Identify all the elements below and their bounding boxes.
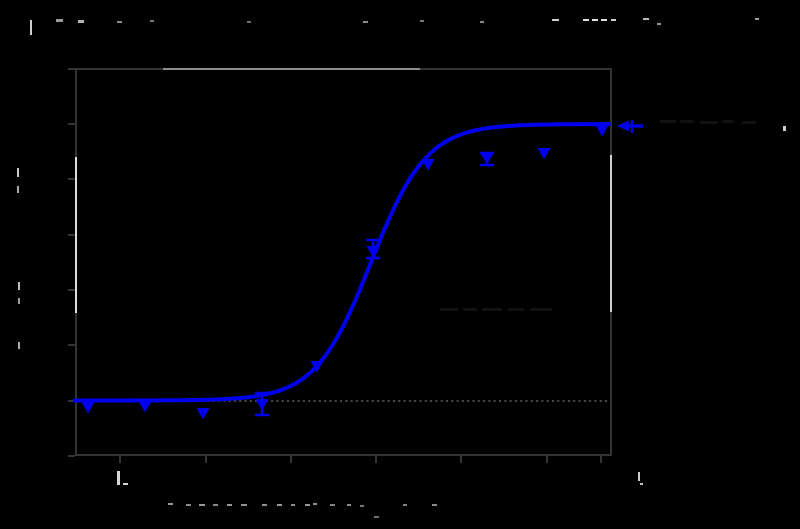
text-fragment bbox=[17, 168, 19, 177]
text-fragment bbox=[432, 504, 437, 506]
text-fragment bbox=[360, 505, 364, 507]
text-fragment bbox=[199, 504, 205, 506]
data-point-marker bbox=[255, 399, 269, 411]
text-fragment bbox=[482, 308, 502, 311]
text-fragment bbox=[638, 472, 640, 481]
text-fragment bbox=[150, 20, 154, 22]
text-fragment bbox=[347, 504, 351, 506]
text-fragment bbox=[403, 504, 407, 506]
text-fragment bbox=[700, 121, 718, 124]
text-fragment bbox=[742, 121, 756, 124]
text-fragment bbox=[117, 471, 120, 485]
text-fragment bbox=[722, 120, 734, 123]
text-fragment bbox=[262, 504, 267, 506]
text-fragment bbox=[18, 282, 20, 290]
text-fragment bbox=[186, 504, 191, 506]
text-fragment bbox=[755, 18, 759, 20]
text-fragment bbox=[227, 504, 232, 506]
text-fragment bbox=[56, 19, 63, 22]
data-point-marker bbox=[537, 148, 551, 160]
data-point-marker bbox=[81, 402, 95, 414]
text-fragment bbox=[611, 19, 616, 21]
text-fragment bbox=[463, 308, 477, 311]
data-point-marker bbox=[366, 246, 380, 258]
text-fragment bbox=[78, 20, 84, 23]
data-point-marker bbox=[196, 408, 210, 420]
plateau-arrow-head bbox=[617, 120, 629, 132]
text-fragment bbox=[277, 504, 282, 506]
text-fragment bbox=[643, 18, 649, 20]
text-fragment bbox=[30, 20, 32, 35]
text-fragment bbox=[291, 504, 295, 506]
text-fragment bbox=[592, 19, 598, 21]
text-fragment bbox=[117, 21, 122, 23]
text-fragment bbox=[552, 19, 559, 21]
text-fragment bbox=[583, 19, 589, 21]
text-fragment bbox=[783, 126, 786, 131]
text-fragment bbox=[17, 186, 19, 193]
text-fragment bbox=[508, 308, 524, 311]
text-fragment bbox=[640, 483, 643, 485]
text-fragment bbox=[123, 483, 128, 485]
data-point-marker bbox=[421, 159, 435, 171]
data-point-marker bbox=[595, 125, 609, 137]
text-fragment bbox=[18, 298, 20, 304]
text-fragment bbox=[168, 503, 173, 505]
text-fragment bbox=[480, 21, 484, 23]
data-point-marker bbox=[310, 361, 324, 373]
text-fragment bbox=[440, 308, 458, 311]
data-point-marker bbox=[480, 153, 494, 165]
text-fragment bbox=[660, 120, 676, 123]
text-fragment bbox=[420, 20, 424, 22]
text-fragment bbox=[18, 342, 20, 349]
text-fragment bbox=[657, 23, 661, 25]
text-fragment bbox=[530, 308, 552, 311]
text-fragment bbox=[680, 120, 694, 123]
text-fragment bbox=[601, 19, 607, 21]
fit-curve bbox=[73, 122, 611, 403]
text-fragment bbox=[305, 504, 310, 506]
text-fragment bbox=[330, 504, 335, 506]
text-fragment bbox=[374, 516, 379, 518]
text-fragment bbox=[213, 504, 218, 506]
text-fragment bbox=[363, 21, 368, 23]
text-fragment bbox=[241, 504, 247, 506]
text-fragment bbox=[247, 21, 251, 23]
text-fragment bbox=[313, 503, 317, 505]
data-point-marker bbox=[138, 401, 152, 413]
